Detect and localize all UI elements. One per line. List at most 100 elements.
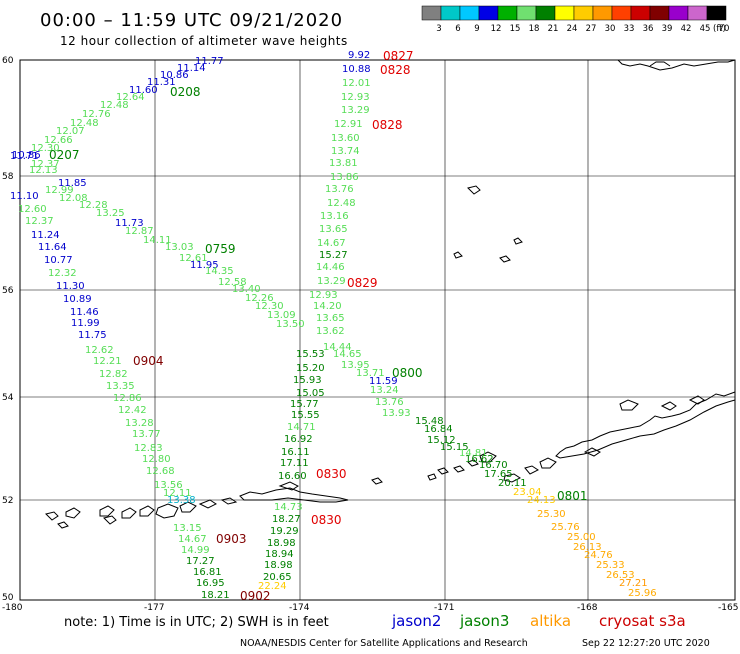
wave-height-label: 18.94 [265,549,294,560]
wave-height-label: 14.11 [143,235,172,246]
wave-height-observations: 9.9210.8812.0112.9313.2912.9113.6013.741… [10,50,657,601]
colorbar-label: 21 [548,24,559,34]
wave-height-label: 12.13 [29,165,58,176]
wave-height-label: 15.05 [296,388,325,399]
wave-height-label: 11.75 [78,330,107,341]
wave-height-label: 14.44 [323,342,352,353]
wave-height-label: 13.56 [154,480,183,491]
wave-height-label: 23.04 [513,487,542,498]
wave-height-label: 13.86 [330,172,359,183]
colorbar-swatch [535,5,556,21]
colorbar-swatch [573,5,594,21]
wave-height-label: 18.98 [264,560,293,571]
wave-height-label: 12.93 [309,290,338,301]
pass-time-label: 0902 [240,589,271,603]
lat-tick: 56 [2,286,14,296]
wave-height-label: 11.99 [71,318,100,329]
lat-tick: 50 [2,593,14,603]
colorbar-swatch [516,5,537,21]
colorbar-swatch [668,5,689,21]
pass-time-labels: 0827082808280829083008300208020707590800… [49,49,588,603]
lon-tick: -165 [718,603,738,613]
wave-height-label: 16.95 [196,578,225,589]
wave-height-label: 13.38 [167,495,196,506]
wave-height-label: 12.82 [99,369,128,380]
wave-height-label: 12.30 [31,143,60,154]
lon-tick: -168 [577,603,598,613]
lon-tick: -180 [2,603,23,613]
wave-height-label: 14.67 [178,534,207,545]
wave-height-label: 25.33 [596,560,625,571]
wave-height-label: 13.95 [341,360,370,371]
wave-height-label: 15.77 [290,399,319,410]
wave-height-label: 12.07 [56,126,85,137]
colorbar-swatch [554,5,575,21]
colorbar-swatch [497,5,518,21]
lat-tick: 54 [2,393,14,403]
wave-height-label: 13.15 [173,523,202,534]
wave-height-label: 12.93 [341,92,370,103]
wave-height-label: 9.92 [348,50,370,61]
wave-height-label: 12.48 [327,198,356,209]
colorbar-swatch [649,5,670,21]
legend-altika: altika [530,612,571,630]
wave-height-label: 25.00 [567,532,596,543]
colorbar-label: 18 [529,24,540,34]
wave-height-label: 12.64 [116,92,145,103]
wave-height-label: 18.98 [267,538,296,549]
pass-time-label: 0801 [557,489,588,503]
wave-height-label: 13.76 [325,184,354,195]
wave-height-label: 13.50 [276,319,305,330]
colorbar-label: 6 [455,24,460,34]
wave-height-label: 12.62 [85,345,114,356]
wave-height-label: 12.28 [79,200,108,211]
wave-height-label: 13.65 [319,224,348,235]
wave-height-label: 12.48 [70,118,99,129]
wave-height-label: 11.24 [31,230,60,241]
lat-tick: 58 [2,172,14,182]
pass-time-label: 0904 [133,354,164,368]
wave-height-label: 10.89 [63,294,92,305]
wave-height-label: 13.28 [125,418,154,429]
wave-height-label: 16.70 [479,460,508,471]
wave-height-label: 18.27 [272,514,301,525]
pass-time-label: 0759 [205,242,236,256]
colorbar-label: 45 [700,24,711,34]
pass-time-label: 0827 [383,49,414,63]
wave-height-label: 15.15 [440,442,469,453]
wave-height-label: 11.30 [56,281,85,292]
wave-height-label: 15.53 [296,349,325,360]
colorbar: 3 6 9 12 15 18 21 24 27 30 33 36 39 42 45 70 [421,5,729,34]
wave-height-label: 11.59 [369,376,398,387]
wave-height-label: 18.21 [201,590,230,601]
wave-height-label: 13.81 [329,158,358,169]
wave-height-label: 24.76 [584,550,613,561]
wave-height-label: 11.46 [70,307,99,318]
wave-height-label: 12.83 [134,443,163,454]
note-text: note: 1) Time is in UTC; 2) SWH is in fe… [64,615,329,630]
map-frame [19,59,736,601]
wave-height-label: 14.20 [313,301,342,312]
wave-height-label: 11.31 [147,77,176,88]
wave-height-label: 13.03 [165,242,194,253]
wave-height-label: 13.60 [331,133,360,144]
wave-height-label: 16.62 [465,454,494,465]
colorbar-swatch [706,5,727,21]
wave-height-label: 26.13 [573,542,602,553]
wave-height-label: 11.77 [195,56,224,67]
wave-height-label: 12.68 [146,466,175,477]
wave-height-label: 13.65 [316,313,345,324]
lon-axis: -180 -177 -174 -171 -168 -165 [2,603,738,613]
legend-cryosat-s3a: cryosat s3a [599,612,686,630]
wave-height-label: 26.53 [606,570,635,581]
wave-height-label: 14.73 [274,502,303,513]
wave-height-label: 17.65 [484,469,513,480]
lat-axis: 60 58 56 54 52 50 [2,56,14,603]
wave-height-label: 12.91 [334,119,363,130]
wave-height-label: 11.14 [177,63,206,74]
colorbar-label: 36 [643,24,654,34]
wave-height-label: 22.24 [258,581,287,592]
colorbar-label: 27 [586,24,597,34]
wave-height-label: 12.26 [245,293,274,304]
